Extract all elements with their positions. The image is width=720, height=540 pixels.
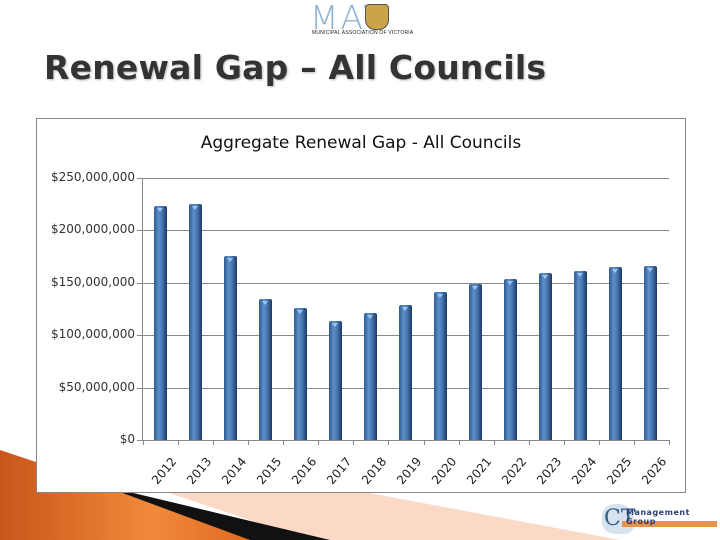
bar-2025 — [609, 267, 623, 440]
mav-logo-subtext: MUNICIPAL ASSOCIATION OF VICTORIA — [312, 30, 414, 36]
bar-2018 — [363, 313, 377, 440]
bar-2023 — [539, 273, 553, 440]
x-tick — [493, 440, 495, 445]
x-tick — [633, 440, 635, 445]
x-tick — [598, 440, 600, 445]
slide-title: Renewal Gap – All Councils — [44, 48, 547, 87]
bar-2021 — [469, 283, 483, 440]
x-tick — [458, 440, 460, 445]
x-tick — [353, 440, 355, 445]
x-tick — [318, 440, 320, 445]
y-axis-label: $250,000,000 — [51, 170, 135, 184]
bar-2016 — [293, 307, 307, 440]
mav-logo: MAV MUNICIPAL ASSOCIATION OF VICTORIA — [310, 0, 418, 38]
x-tick — [563, 440, 565, 445]
x-axis-label: 2013 — [183, 454, 214, 487]
x-tick — [178, 440, 180, 445]
y-axis-label: $50,000,000 — [58, 379, 135, 394]
bar-2022 — [504, 278, 518, 440]
gridline — [137, 440, 669, 441]
x-tick — [388, 440, 390, 445]
x-axis-label: 2024 — [569, 454, 600, 487]
bar-2017 — [328, 320, 342, 440]
x-axis-label: 2026 — [639, 454, 670, 487]
x-tick — [213, 440, 215, 445]
chart-container: Aggregate Renewal Gap - All Councils $25… — [36, 118, 686, 493]
gridline — [137, 282, 669, 284]
x-axis-label: 2018 — [358, 454, 390, 487]
x-tick — [248, 440, 250, 445]
bar-2012 — [153, 206, 167, 440]
x-axis-label: 2012 — [148, 454, 179, 487]
bar-2015 — [258, 298, 272, 440]
plot-area: $250,000,000 $200,000,000 $150,000,000 $100… — [51, 170, 670, 487]
bar-2019 — [399, 304, 412, 440]
x-tick — [528, 440, 530, 445]
x-axis-label: 2025 — [604, 454, 635, 487]
crest-icon — [365, 4, 389, 30]
x-axis-label: 2017 — [323, 454, 355, 487]
bar-2013 — [188, 204, 202, 440]
x-axis-label: 2019 — [394, 454, 425, 487]
x-tick — [423, 440, 425, 445]
x-tick — [669, 440, 670, 445]
x-axis-label: 2015 — [253, 454, 285, 487]
x-axis-label: 2022 — [499, 454, 530, 487]
bar-2024 — [574, 271, 588, 440]
y-axis-label: $200,000,000 — [51, 222, 135, 237]
logo-stripe — [622, 521, 717, 527]
bar-2026 — [644, 266, 658, 440]
chart-title: Aggregate Renewal Gap - All Councils — [200, 133, 522, 153]
x-tick — [143, 440, 144, 445]
y-axis-label: $150,000,000 — [51, 274, 135, 289]
australia-map-icon — [602, 504, 634, 534]
gridline — [137, 178, 669, 179]
gridline — [137, 230, 669, 232]
x-axis-label: 2021 — [464, 454, 495, 487]
ct-management-group-logo: CT Management Group — [594, 500, 720, 540]
bar-2020 — [434, 292, 448, 440]
y-axis-label: $100,000,000 — [51, 327, 135, 342]
bar-2014 — [223, 255, 237, 440]
x-axis-label: 2014 — [218, 454, 250, 487]
logo-name: Management Group — [626, 508, 690, 526]
x-axis-label: 2020 — [429, 454, 460, 487]
x-tick — [283, 440, 285, 445]
y-axis-label: $0 — [119, 432, 135, 446]
x-axis-label: 2016 — [288, 454, 320, 487]
x-axis-label: 2023 — [534, 454, 565, 487]
